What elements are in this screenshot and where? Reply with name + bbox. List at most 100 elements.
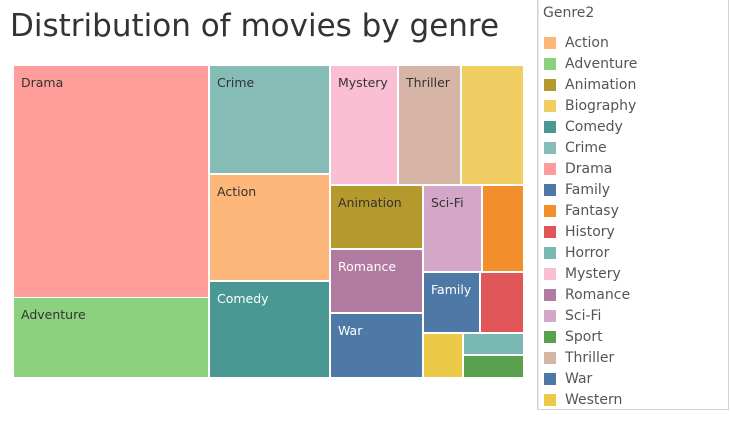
treemap-rect-comedy[interactable] bbox=[210, 282, 329, 377]
legend-label-history: History bbox=[565, 223, 615, 240]
treemap-cell-horror[interactable] bbox=[464, 334, 523, 354]
treemap-label-war: War bbox=[338, 323, 363, 338]
legend-label-family: Family bbox=[565, 181, 611, 198]
legend-swatch-western bbox=[544, 393, 556, 406]
legend-swatch-drama bbox=[544, 162, 556, 175]
treemap-rect-animation[interactable] bbox=[331, 186, 422, 248]
treemap-rect-western[interactable] bbox=[424, 334, 462, 377]
legend-item-animation[interactable]: Animation bbox=[544, 74, 637, 95]
legend-swatch-adventure bbox=[544, 57, 556, 70]
treemap-label-romance: Romance bbox=[338, 259, 396, 274]
legend-item-comedy[interactable]: Comedy bbox=[544, 116, 637, 137]
treemap-cell-sci-fi[interactable]: Sci-Fi bbox=[424, 186, 481, 271]
legend-label-mystery: Mystery bbox=[565, 265, 621, 282]
legend-item-horror[interactable]: Horror bbox=[544, 242, 637, 263]
treemap-label-animation: Animation bbox=[338, 195, 402, 210]
legend-panel: Genre2 Action Adventure Animation Biography… bbox=[537, 0, 729, 410]
legend-swatch-sci-fi bbox=[544, 309, 556, 322]
treemap-rect-adventure[interactable] bbox=[14, 298, 208, 377]
legend-item-romance[interactable]: Romance bbox=[544, 284, 637, 305]
legend-label-sport: Sport bbox=[565, 328, 603, 345]
legend-swatch-war bbox=[544, 372, 556, 385]
legend-label-sci-fi: Sci-Fi bbox=[565, 307, 602, 324]
legend-item-thriller[interactable]: Thriller bbox=[544, 347, 637, 368]
treemap-label-crime: Crime bbox=[217, 75, 255, 90]
treemap-rect-romance[interactable] bbox=[331, 250, 422, 312]
treemap-rect-sci-fi[interactable] bbox=[424, 186, 481, 271]
treemap-cell-family[interactable]: Family bbox=[424, 273, 479, 332]
treemap-cell-comedy[interactable]: Comedy bbox=[210, 282, 329, 377]
treemap-cell-adventure[interactable]: Adventure bbox=[14, 298, 208, 377]
treemap-cell-history[interactable] bbox=[481, 273, 523, 332]
treemap-rect-horror[interactable] bbox=[464, 334, 523, 354]
treemap-cell-western[interactable] bbox=[424, 334, 462, 377]
legend-item-sci-fi[interactable]: Sci-Fi bbox=[544, 305, 637, 326]
treemap-cell-thriller[interactable]: Thriller bbox=[399, 66, 460, 184]
treemap-label-sci-fi: Sci-Fi bbox=[431, 195, 464, 210]
legend-item-mystery[interactable]: Mystery bbox=[544, 263, 637, 284]
legend-title: Genre2 bbox=[543, 5, 595, 21]
treemap-cell-biography[interactable] bbox=[462, 66, 523, 184]
treemap-label-adventure: Adventure bbox=[21, 307, 86, 322]
legend-swatch-action bbox=[544, 36, 556, 49]
legend-swatch-family bbox=[544, 183, 556, 196]
legend-item-adventure[interactable]: Adventure bbox=[544, 53, 637, 74]
treemap-cell-war[interactable]: War bbox=[331, 314, 422, 377]
legend-item-drama[interactable]: Drama bbox=[544, 158, 637, 179]
legend-label-horror: Horror bbox=[565, 244, 610, 261]
treemap-label-thriller: Thriller bbox=[405, 75, 451, 90]
legend-label-adventure: Adventure bbox=[565, 55, 638, 72]
legend-label-biography: Biography bbox=[565, 97, 637, 114]
legend-swatch-mystery bbox=[544, 267, 556, 280]
treemap-rect-war[interactable] bbox=[331, 314, 422, 377]
treemap-cell-crime[interactable]: Crime bbox=[210, 66, 329, 173]
treemap-rect-crime[interactable] bbox=[210, 66, 329, 173]
treemap-label-action: Action bbox=[217, 184, 256, 199]
treemap-cell-sport[interactable] bbox=[464, 356, 523, 377]
legend-item-crime[interactable]: Crime bbox=[544, 137, 637, 158]
legend-label-animation: Animation bbox=[565, 76, 637, 93]
treemap-cell-fantasy[interactable] bbox=[483, 186, 523, 271]
treemap-rect-action[interactable] bbox=[210, 175, 329, 280]
legend-swatch-fantasy bbox=[544, 204, 556, 217]
treemap-rect-mystery[interactable] bbox=[331, 66, 397, 184]
legend-item-action[interactable]: Action bbox=[544, 32, 637, 53]
legend-label-war: War bbox=[565, 370, 593, 387]
treemap-label-drama: Drama bbox=[21, 75, 63, 90]
treemap-cell-drama[interactable]: Drama bbox=[14, 66, 208, 297]
treemap-cell-action[interactable]: Action bbox=[210, 175, 329, 280]
treemap-rect-drama[interactable] bbox=[14, 66, 208, 297]
treemap-cell-mystery[interactable]: Mystery bbox=[331, 66, 397, 184]
legend-item-history[interactable]: History bbox=[544, 221, 637, 242]
legend-label-comedy: Comedy bbox=[565, 118, 623, 135]
treemap-rect-biography[interactable] bbox=[462, 66, 523, 184]
legend-swatch-romance bbox=[544, 288, 556, 301]
legend-item-fantasy[interactable]: Fantasy bbox=[544, 200, 637, 221]
legend-swatch-horror bbox=[544, 246, 556, 259]
legend-swatch-history bbox=[544, 225, 556, 238]
legend-swatch-sport bbox=[544, 330, 556, 343]
legend-swatch-biography bbox=[544, 99, 556, 112]
legend-item-sport[interactable]: Sport bbox=[544, 326, 637, 347]
treemap-cell-romance[interactable]: Romance bbox=[331, 250, 422, 312]
treemap-rect-history[interactable] bbox=[481, 273, 523, 332]
legend-list: Action Adventure Animation Biography Comedy C… bbox=[544, 32, 637, 410]
legend-item-war[interactable]: War bbox=[544, 368, 637, 389]
treemap-rect-thriller[interactable] bbox=[399, 66, 460, 184]
treemap-cell-animation[interactable]: Animation bbox=[331, 186, 422, 248]
legend-label-romance: Romance bbox=[565, 286, 631, 303]
legend-divider bbox=[538, 0, 539, 410]
legend-item-biography[interactable]: Biography bbox=[544, 95, 637, 116]
treemap-label-comedy: Comedy bbox=[217, 291, 269, 306]
treemap-label-mystery: Mystery bbox=[338, 75, 388, 90]
legend-swatch-animation bbox=[544, 78, 556, 91]
treemap-rect-fantasy[interactable] bbox=[483, 186, 523, 271]
treemap-rect-sport[interactable] bbox=[464, 356, 523, 377]
legend-item-western[interactable]: Western bbox=[544, 389, 637, 410]
legend-label-drama: Drama bbox=[565, 160, 613, 177]
treemap-rect-family[interactable] bbox=[424, 273, 479, 332]
legend-item-family[interactable]: Family bbox=[544, 179, 637, 200]
legend-label-thriller: Thriller bbox=[565, 349, 615, 366]
legend-swatch-comedy bbox=[544, 120, 556, 133]
treemap-label-family: Family bbox=[431, 282, 472, 297]
